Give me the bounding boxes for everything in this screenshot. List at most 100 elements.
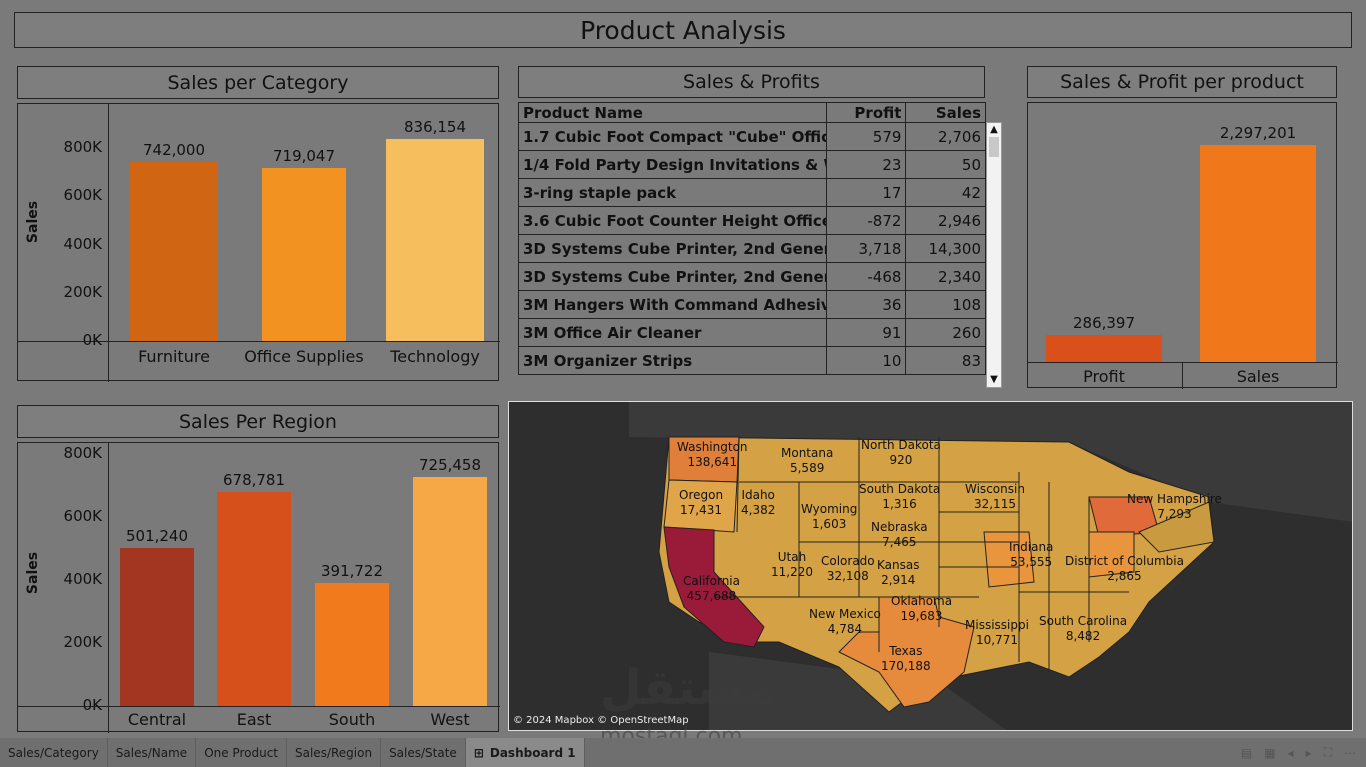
map-state-label[interactable]: Montana 5,589	[781, 446, 833, 476]
map-state-label[interactable]: Kansas 2,914	[877, 558, 919, 588]
region-chart[interactable]: Sales 800K 600K 400K 200K 0K 501,240 Central 6…	[17, 442, 500, 733]
map-state-label[interactable]: Oregon 17,431	[679, 488, 723, 518]
table-row[interactable]: 3M Organizer Strips 10 83	[518, 346, 986, 375]
region-bar-label: 725,458	[418, 456, 482, 475]
state-value: 138,641	[687, 455, 738, 469]
table-scrollbar[interactable]: ▲ ▼	[986, 122, 1002, 388]
map-state-label[interactable]: New Hampshire 7,293	[1127, 492, 1222, 522]
tab-sales-category[interactable]: Sales/Category	[0, 738, 108, 767]
table-row[interactable]: 3D Systems Cube Printer, 2nd Generati..-…	[518, 262, 986, 291]
table-row[interactable]: 1/4 Fold Party Design Invitations & Wh..…	[518, 150, 986, 179]
sales-map[interactable]: Washington 138,641 Montana 5,589 North Dakot…	[508, 401, 1353, 731]
map-state-label[interactable]: Oklahoma 19,683	[891, 594, 952, 624]
scroll-down-icon[interactable]: ▼	[990, 374, 998, 385]
map-state-label[interactable]: Wisconsin 32,115	[965, 482, 1025, 512]
category-chart[interactable]: Sales 800K 600K 400K 200K 0K 742,000 Furnitur…	[17, 103, 500, 382]
category-bar[interactable]	[386, 139, 484, 341]
first-sheet-icon[interactable]: ◂	[1287, 745, 1294, 760]
table-row[interactable]: 3D Systems Cube Printer, 2nd Generati..3…	[518, 234, 986, 263]
map-state-label[interactable]: Idaho 4,382	[741, 488, 775, 518]
map-state-label[interactable]: California 457,688	[683, 574, 740, 604]
table-row[interactable]: 3M Office Air Cleaner 91 260	[518, 318, 986, 347]
map-state-label[interactable]: Washington 138,641	[677, 440, 748, 470]
table-row[interactable]: 3-ring staple pack 17 42	[518, 178, 986, 207]
col-sales[interactable]: Sales	[905, 102, 986, 123]
menu-icon[interactable]: ⋯	[1344, 745, 1356, 760]
sheet-view-icon[interactable]: ▤	[1240, 745, 1253, 760]
col-product-name[interactable]: Product Name	[518, 102, 827, 123]
map-state-label[interactable]: Nebraska 7,465	[871, 520, 928, 550]
state-value: 53,555	[1010, 555, 1053, 569]
cell-product-name: 3M Office Air Cleaner	[518, 318, 827, 347]
cell-profit: 36	[825, 290, 907, 319]
map-state-label[interactable]: Indiana 53,555	[1009, 540, 1053, 570]
region-y-tick: 200K	[63, 633, 102, 651]
state-name: Mississippi	[965, 618, 1029, 632]
map-state-label[interactable]: Wyoming 1,603	[801, 502, 857, 532]
cell-product-name: 1/4 Fold Party Design Invitations & Wh..	[518, 150, 827, 179]
grid-view-icon[interactable]: ▦	[1264, 745, 1276, 760]
region-bar[interactable]	[315, 582, 389, 706]
map-state-label[interactable]: South Carolina 8,482	[1039, 614, 1127, 644]
map-state-label[interactable]: North Dakota 920	[861, 438, 941, 468]
table-row[interactable]: 3M Hangers With Command Adhesive 36 108	[518, 290, 986, 319]
cell-sales: 83	[905, 346, 986, 375]
state-name: Nebraska	[871, 520, 928, 534]
category-y-tick: 800K	[63, 138, 102, 157]
tab-dashboard-1[interactable]: ⊞ Dashboard 1	[465, 738, 585, 767]
tab-one-product[interactable]: One Product	[196, 738, 287, 767]
tab-sales-state[interactable]: Sales/State	[381, 738, 466, 767]
product-bar[interactable]	[1046, 334, 1162, 362]
product-x-label: Sales	[1236, 367, 1280, 386]
map-state-label[interactable]: Texas 170,188	[881, 644, 931, 674]
col-profit[interactable]: Profit	[825, 102, 907, 123]
scroll-thumb[interactable]	[989, 137, 999, 157]
state-name: District of Columbia	[1065, 554, 1184, 568]
state-value: 10,771	[975, 633, 1018, 647]
table-row[interactable]: 1.7 Cubic Foot Compact "Cube" Office .. 5…	[518, 122, 986, 151]
table-title-box: Sales & Profits	[518, 66, 985, 98]
cell-profit: -872	[825, 206, 907, 235]
state-value: 8,482	[1065, 629, 1101, 643]
map-state-label[interactable]: Utah 11,220	[771, 550, 813, 580]
dashboard-title-box: Product Analysis	[14, 12, 1352, 48]
next-sheet-icon[interactable]: ▸	[1305, 745, 1312, 760]
product-chart[interactable]: 286,397 Profit 2,297,201 Sales	[1027, 102, 1338, 389]
state-value: 5,589	[789, 461, 825, 475]
region-bar[interactable]	[120, 548, 194, 706]
map-state-label[interactable]: Colorado 32,108	[821, 554, 875, 584]
map-state-label[interactable]: District of Columbia 2,865	[1065, 554, 1184, 584]
map-state-label[interactable]: Mississippi 10,771	[965, 618, 1029, 648]
tab-sales-region[interactable]: Sales/Region	[287, 738, 382, 767]
state-value: 4,784	[827, 622, 863, 636]
product-bar-label: 2,297,201	[1219, 123, 1297, 142]
cell-sales: 2,946	[905, 206, 986, 235]
fullscreen-icon[interactable]: ⛶	[1323, 745, 1332, 759]
region-bar[interactable]	[217, 492, 291, 706]
cell-sales: 108	[905, 290, 986, 319]
state-value: 32,115	[973, 497, 1016, 511]
map-state-label[interactable]: New Mexico 4,784	[809, 607, 881, 637]
tab-sales-name[interactable]: Sales/Name	[108, 738, 197, 767]
category-bar[interactable]	[262, 167, 346, 341]
region-y-tick: 800K	[63, 444, 102, 462]
product-bar[interactable]	[1200, 144, 1316, 362]
map-state-label[interactable]: South Dakota 1,316	[859, 482, 940, 512]
category-bar[interactable]	[130, 162, 218, 341]
region-bar-label: 391,722	[320, 561, 384, 580]
region-bar[interactable]	[413, 477, 487, 706]
category-bar-label: 742,000	[142, 141, 206, 160]
cell-sales: 2,340	[905, 262, 986, 291]
cell-product-name: 3D Systems Cube Printer, 2nd Generati..	[518, 234, 827, 263]
state-name: Idaho	[741, 488, 775, 502]
cell-profit: 579	[825, 122, 907, 151]
page-title: Product Analysis	[580, 15, 786, 45]
state-name: South Carolina	[1039, 614, 1128, 628]
region-y-tick: 400K	[63, 570, 102, 588]
dashboard-grid-icon: ⊞	[473, 745, 484, 760]
map-attribution[interactable]: © 2024 Mapbox © OpenStreetMap	[513, 715, 689, 726]
state-name: Oregon	[679, 488, 724, 502]
sales-profits-table[interactable]: Product Name Profit Sales 1.7 Cubic Foot…	[518, 102, 986, 389]
table-row[interactable]: 3.6 Cubic Foot Counter Height Office R..…	[518, 206, 986, 235]
scroll-up-icon[interactable]: ▲	[990, 124, 998, 135]
